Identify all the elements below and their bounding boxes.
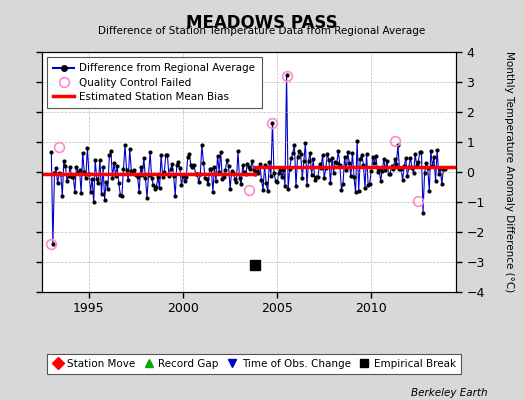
Text: MEADOWS PASS: MEADOWS PASS xyxy=(186,14,338,32)
Text: Difference of Station Temperature Data from Regional Average: Difference of Station Temperature Data f… xyxy=(99,26,425,36)
Legend: Difference from Regional Average, Quality Control Failed, Estimated Station Mean: Difference from Regional Average, Qualit… xyxy=(47,57,261,108)
Text: Berkeley Earth: Berkeley Earth xyxy=(411,388,487,398)
Legend: Station Move, Record Gap, Time of Obs. Change, Empirical Break: Station Move, Record Gap, Time of Obs. C… xyxy=(47,354,461,374)
Y-axis label: Monthly Temperature Anomaly Difference (°C): Monthly Temperature Anomaly Difference (… xyxy=(504,51,514,293)
